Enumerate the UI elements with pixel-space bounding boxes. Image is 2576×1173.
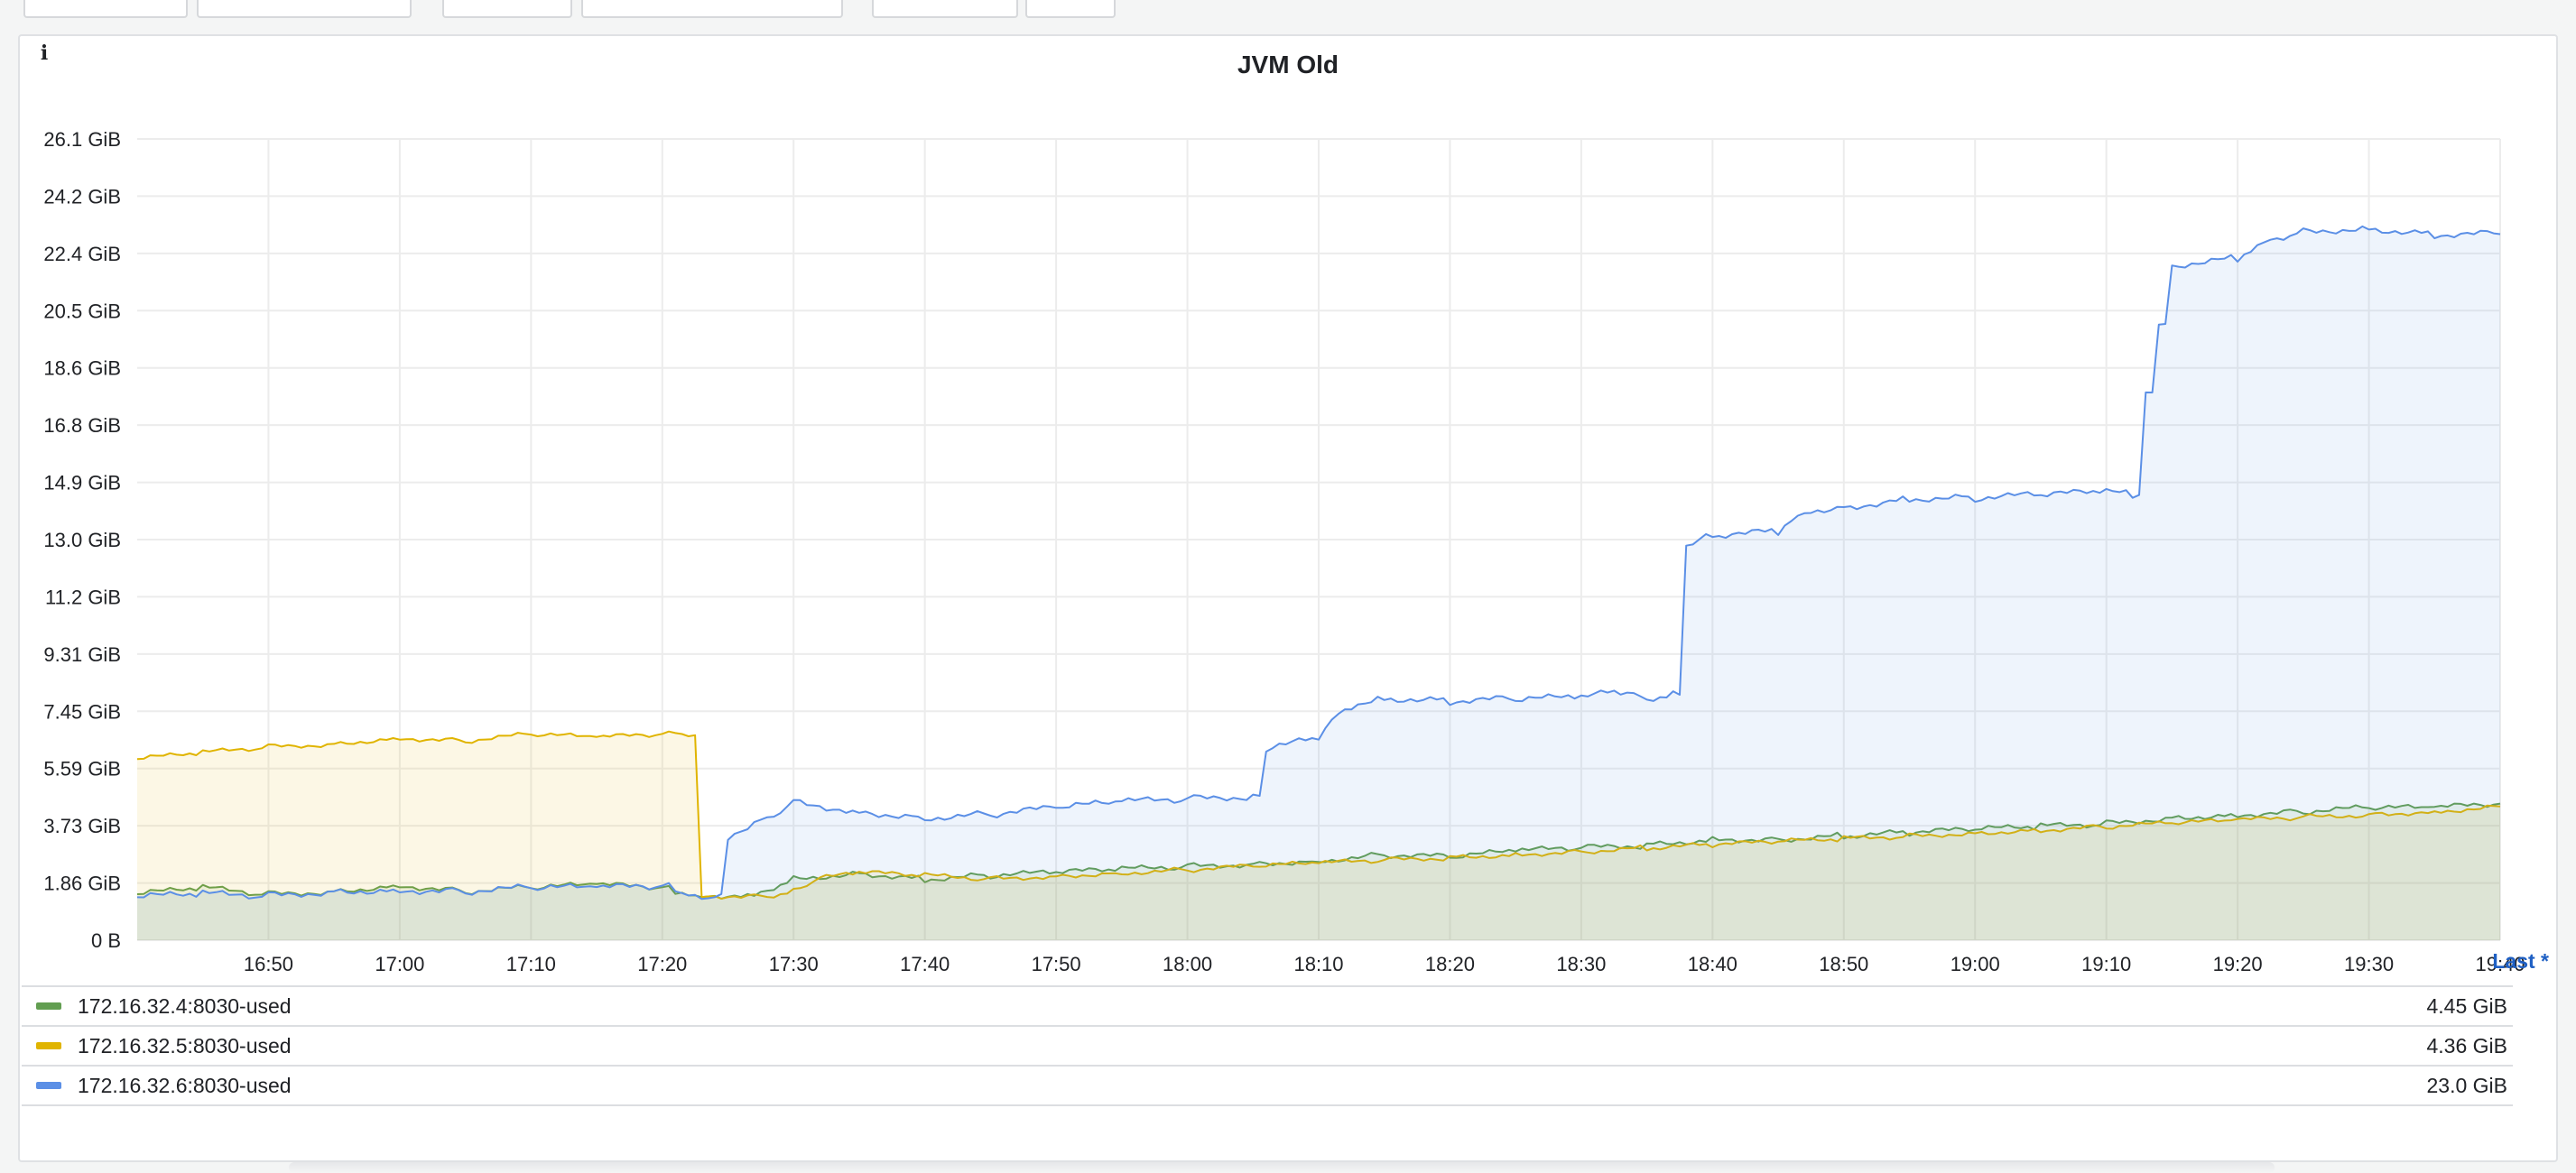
series-area (137, 803, 2500, 940)
y-tick-label: 1.86 GiB (43, 873, 121, 895)
y-tick-label: 5.59 GiB (43, 758, 121, 780)
x-tick-label: 19:30 (2344, 953, 2394, 975)
legend-item[interactable]: 172.16.32.6:8030-used 23.0 GiB (22, 1065, 2513, 1106)
dashboard-control[interactable] (1025, 0, 1116, 18)
series-color-swatch[interactable] (36, 1002, 61, 1010)
y-tick-label: 22.4 GiB (43, 243, 121, 265)
dashboard-control[interactable] (197, 0, 412, 18)
legend-item[interactable]: 172.16.32.5:8030-used 4.36 GiB (22, 1025, 2513, 1065)
legend-label[interactable]: 172.16.32.4:8030-used (78, 993, 292, 1018)
panel-title[interactable]: JVM Old (1237, 51, 1339, 79)
y-tick-label: 14.9 GiB (43, 472, 121, 494)
legend-label[interactable]: 172.16.32.5:8030-used (78, 1033, 292, 1058)
graph-panel: i JVM Old (18, 34, 2558, 1162)
series-color-swatch[interactable] (36, 1042, 61, 1049)
x-tick-label: 16:50 (244, 953, 293, 975)
x-tick-label: 18:40 (1688, 953, 1737, 975)
x-tick-label: 18:50 (1819, 953, 1868, 975)
x-tick-label: 19:20 (2213, 953, 2263, 975)
y-tick-label: 0 B (91, 929, 121, 952)
dashboard-control[interactable] (581, 0, 843, 18)
info-icon[interactable]: i (40, 42, 49, 65)
scroll-shadow (289, 1162, 2275, 1173)
x-tick-label: 18:30 (1556, 953, 1606, 975)
dashboard-control[interactable] (23, 0, 188, 18)
series-area (137, 731, 2500, 940)
dashboard-control[interactable] (442, 0, 572, 18)
legend-sort-header[interactable]: Last * (2492, 949, 2549, 973)
x-tick-label: 17:50 (1032, 953, 1081, 975)
y-tick-label: 24.2 GiB (43, 185, 121, 208)
y-tick-label: 26.1 GiB (43, 128, 121, 151)
y-tick-label: 16.8 GiB (43, 414, 121, 437)
x-tick-label: 18:00 (1163, 953, 1212, 975)
x-tick-label: 19:40 (2475, 953, 2525, 975)
x-tick-label: 17:30 (769, 953, 819, 975)
legend-last-value: 4.36 GiB (2426, 1033, 2508, 1058)
x-tick-label: 17:10 (506, 953, 556, 975)
legend-item[interactable]: 172.16.32.4:8030-used 4.45 GiB (22, 985, 2513, 1025)
legend: 172.16.32.4:8030-used 4.45 GiB 172.16.32… (22, 985, 2513, 1106)
x-tick-label: 17:40 (900, 953, 950, 975)
x-tick-label: 19:00 (1951, 953, 2000, 975)
x-tick-label: 18:10 (1293, 953, 1343, 975)
legend-last-value: 4.45 GiB (2426, 993, 2508, 1018)
y-tick-label: 20.5 GiB (43, 300, 121, 322)
x-tick-label: 18:20 (1425, 953, 1475, 975)
series-color-swatch[interactable] (36, 1082, 61, 1089)
legend-label[interactable]: 172.16.32.6:8030-used (78, 1073, 292, 1097)
y-tick-label: 11.2 GiB (45, 586, 121, 608)
y-tick-label: 18.6 GiB (43, 357, 121, 380)
series-line (136, 730, 2501, 900)
y-tick-label: 3.73 GiB (43, 815, 121, 837)
y-tick-label: 13.0 GiB (43, 529, 121, 551)
series-line (136, 225, 2501, 901)
dashboard-controls (0, 0, 2576, 25)
x-tick-label: 17:00 (375, 953, 424, 975)
dashboard-control[interactable] (872, 0, 1018, 18)
y-tick-label: 7.45 GiB (43, 700, 121, 723)
x-tick-label: 17:20 (637, 953, 687, 975)
x-tick-label: 19:10 (2081, 953, 2131, 975)
y-tick-label: 9.31 GiB (43, 643, 121, 666)
series-area (137, 226, 2500, 940)
legend-last-value: 23.0 GiB (2426, 1073, 2508, 1097)
